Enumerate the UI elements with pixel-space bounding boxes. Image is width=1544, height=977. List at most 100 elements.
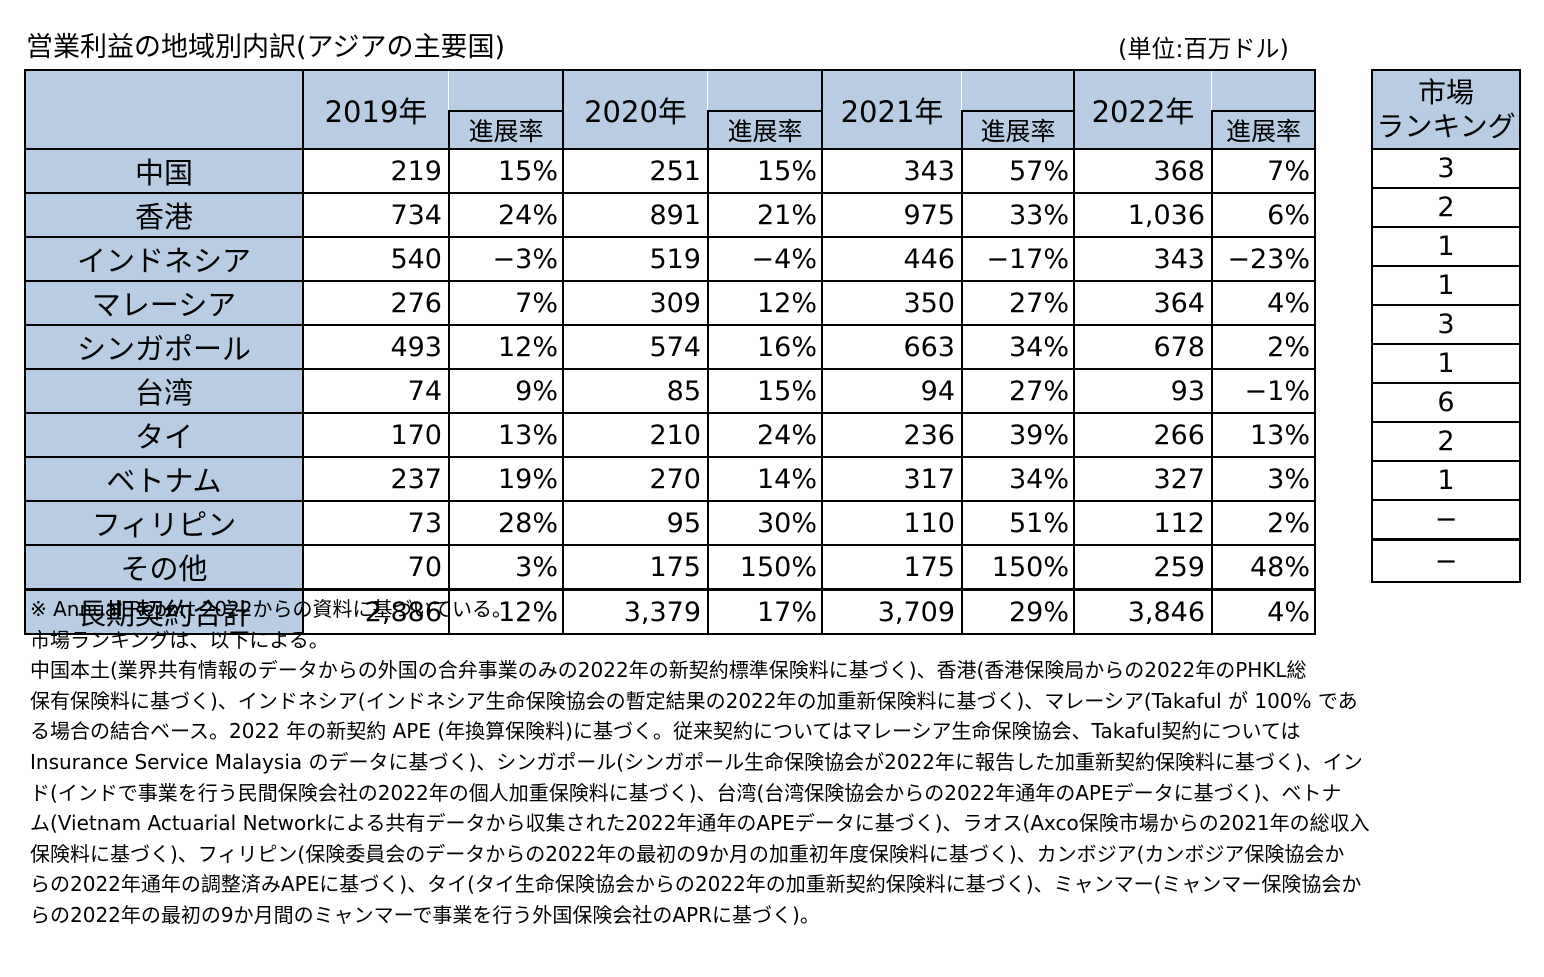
country-cell: 台湾 xyxy=(24,368,304,414)
rank-row: − xyxy=(1371,499,1521,541)
header-blank xyxy=(449,69,564,111)
table-row: タイ 170 13% 210 24% 236 39% 266 13% xyxy=(24,412,1316,458)
rank-cell: 3 xyxy=(1371,148,1521,189)
value-cell: 317 xyxy=(821,456,963,502)
country-cell: フィリピン xyxy=(24,500,304,546)
progress-rate-cell: 19% xyxy=(448,456,564,502)
value-cell: 70 xyxy=(302,544,450,591)
value-cell: 236 xyxy=(821,412,963,458)
value-cell: 368 xyxy=(1073,148,1213,194)
value-cell: 540 xyxy=(302,236,450,282)
progress-rate-cell: −4% xyxy=(707,236,823,282)
header-corner xyxy=(24,69,304,150)
country-cell: タイ xyxy=(24,412,304,458)
value-cell: 364 xyxy=(1073,280,1213,326)
value-cell: 95 xyxy=(562,500,709,546)
rank-cell: 1 xyxy=(1371,265,1521,306)
rank-cell: 1 xyxy=(1371,226,1521,267)
progress-rate-cell: −3% xyxy=(448,236,564,282)
market-ranking-header: 市場 ランキング xyxy=(1371,69,1521,150)
value-cell: 85 xyxy=(562,368,709,414)
progress-rate-cell: 7% xyxy=(1211,148,1316,194)
value-cell: 3,846 xyxy=(1073,588,1213,635)
value-cell: 170 xyxy=(302,412,450,458)
header-year-2020: 2020年 xyxy=(562,69,708,149)
rank-row: 3 xyxy=(1371,148,1521,189)
value-cell: 219 xyxy=(302,148,450,194)
table-row: フィリピン 73 28% 95 30% 110 51% 112 2% xyxy=(24,500,1316,546)
progress-rate-cell: 51% xyxy=(961,500,1075,546)
progress-rate-cell: −1% xyxy=(1211,368,1316,414)
rank-row: 6 xyxy=(1371,382,1521,423)
table-row: 香港 734 24% 891 21% 975 33% 1,036 6% xyxy=(24,192,1316,238)
header-year-2021: 2021年 xyxy=(821,69,962,149)
note-line: 市場ランキングは、以下による。 xyxy=(30,627,329,652)
progress-rate-cell: 12% xyxy=(707,280,823,326)
table-title: 営業利益の地域別内訳(アジアの主要国) xyxy=(26,32,505,63)
operating-profit-table: 2019年 2020年 2021年 2022年 進展率 進展率 進展率 進展率 … xyxy=(24,69,1316,635)
progress-rate-cell: 29% xyxy=(961,588,1075,635)
unit-label: (単位:百万ドル) xyxy=(1118,35,1289,63)
country-cell: インドネシア xyxy=(24,236,304,282)
progress-rate-cell: 15% xyxy=(448,148,564,194)
value-cell: 975 xyxy=(821,192,963,238)
value-cell: 3,379 xyxy=(562,588,709,635)
rank-row: 2 xyxy=(1371,421,1521,462)
rank-row: 1 xyxy=(1371,226,1521,267)
progress-rate-cell: 12% xyxy=(448,324,564,370)
rank-row: 1 xyxy=(1371,460,1521,501)
value-cell: 519 xyxy=(562,236,709,282)
progress-rate-cell: 150% xyxy=(961,544,1075,591)
rank-cell: 2 xyxy=(1371,421,1521,462)
value-cell: 350 xyxy=(821,280,963,326)
progress-rate-cell: 24% xyxy=(707,412,823,458)
country-cell: 長期契約合計 xyxy=(24,588,304,635)
value-cell: 276 xyxy=(302,280,450,326)
progress-rate-cell: 28% xyxy=(448,500,564,546)
progress-rate-cell: 6% xyxy=(1211,192,1316,238)
value-cell: 2,886 xyxy=(302,588,450,635)
header-blank xyxy=(708,69,823,111)
table-row: 中国 219 15% 251 15% 343 57% 368 7% xyxy=(24,148,1316,194)
rank-header-line1: 市場 xyxy=(1417,75,1474,109)
progress-rate-cell: 150% xyxy=(707,544,823,591)
rank-cell: 1 xyxy=(1371,343,1521,384)
rank-cell: 3 xyxy=(1371,304,1521,345)
notes: ※ Annual Report 2022からの資料に基づいている。 市場ランキング… xyxy=(30,594,1520,931)
progress-rate-cell: 12% xyxy=(448,588,564,635)
header-year-2022: 2022年 xyxy=(1073,69,1212,149)
rank-cell: 2 xyxy=(1371,187,1521,228)
value-cell: 237 xyxy=(302,456,450,502)
value-cell: 251 xyxy=(562,148,709,194)
value-cell: 574 xyxy=(562,324,709,370)
country-cell: シンガポール xyxy=(24,324,304,370)
value-cell: 270 xyxy=(562,456,709,502)
value-cell: 343 xyxy=(821,148,963,194)
progress-rate-cell: 27% xyxy=(961,280,1075,326)
value-cell: 663 xyxy=(821,324,963,370)
note-line: ム(Vietnam Actuarial Networkによる共有データから収集さ… xyxy=(30,811,1370,836)
progress-rate-cell: 16% xyxy=(707,324,823,370)
value-cell: 112 xyxy=(1073,500,1213,546)
table-row: インドネシア 540 −3% 519 −4% 446 −17% 343 −23% xyxy=(24,236,1316,282)
progress-rate-cell: 13% xyxy=(1211,412,1316,458)
value-cell: 93 xyxy=(1073,368,1213,414)
header-year-2019: 2019年 xyxy=(302,69,449,149)
table-row: その他 70 3% 175 150% 175 150% 259 48% xyxy=(24,544,1316,591)
note-line: 保有保険料に基づく)、インドネシア(インドネシア生命保険協会の暫定結果の2022… xyxy=(30,688,1358,713)
rank-cell: 1 xyxy=(1371,460,1521,501)
note-line: ※ Annual Report 2022からの資料に基づいている。 xyxy=(30,597,512,621)
progress-rate-cell: 21% xyxy=(707,192,823,238)
rank-cell: − xyxy=(1371,499,1521,541)
progress-rate-cell: 57% xyxy=(961,148,1075,194)
progress-rate-cell: 2% xyxy=(1211,500,1316,546)
table-row: マレーシア 276 7% 309 12% 350 27% 364 4% xyxy=(24,280,1316,326)
value-cell: 309 xyxy=(562,280,709,326)
country-cell: ベトナム xyxy=(24,456,304,502)
progress-rate-cell: 39% xyxy=(961,412,1075,458)
header-progress-rate: 進展率 xyxy=(707,110,823,150)
value-cell: 891 xyxy=(562,192,709,238)
table-row: ベトナム 237 19% 270 14% 317 34% 327 3% xyxy=(24,456,1316,502)
progress-rate-cell: 9% xyxy=(448,368,564,414)
value-cell: 343 xyxy=(1073,236,1213,282)
